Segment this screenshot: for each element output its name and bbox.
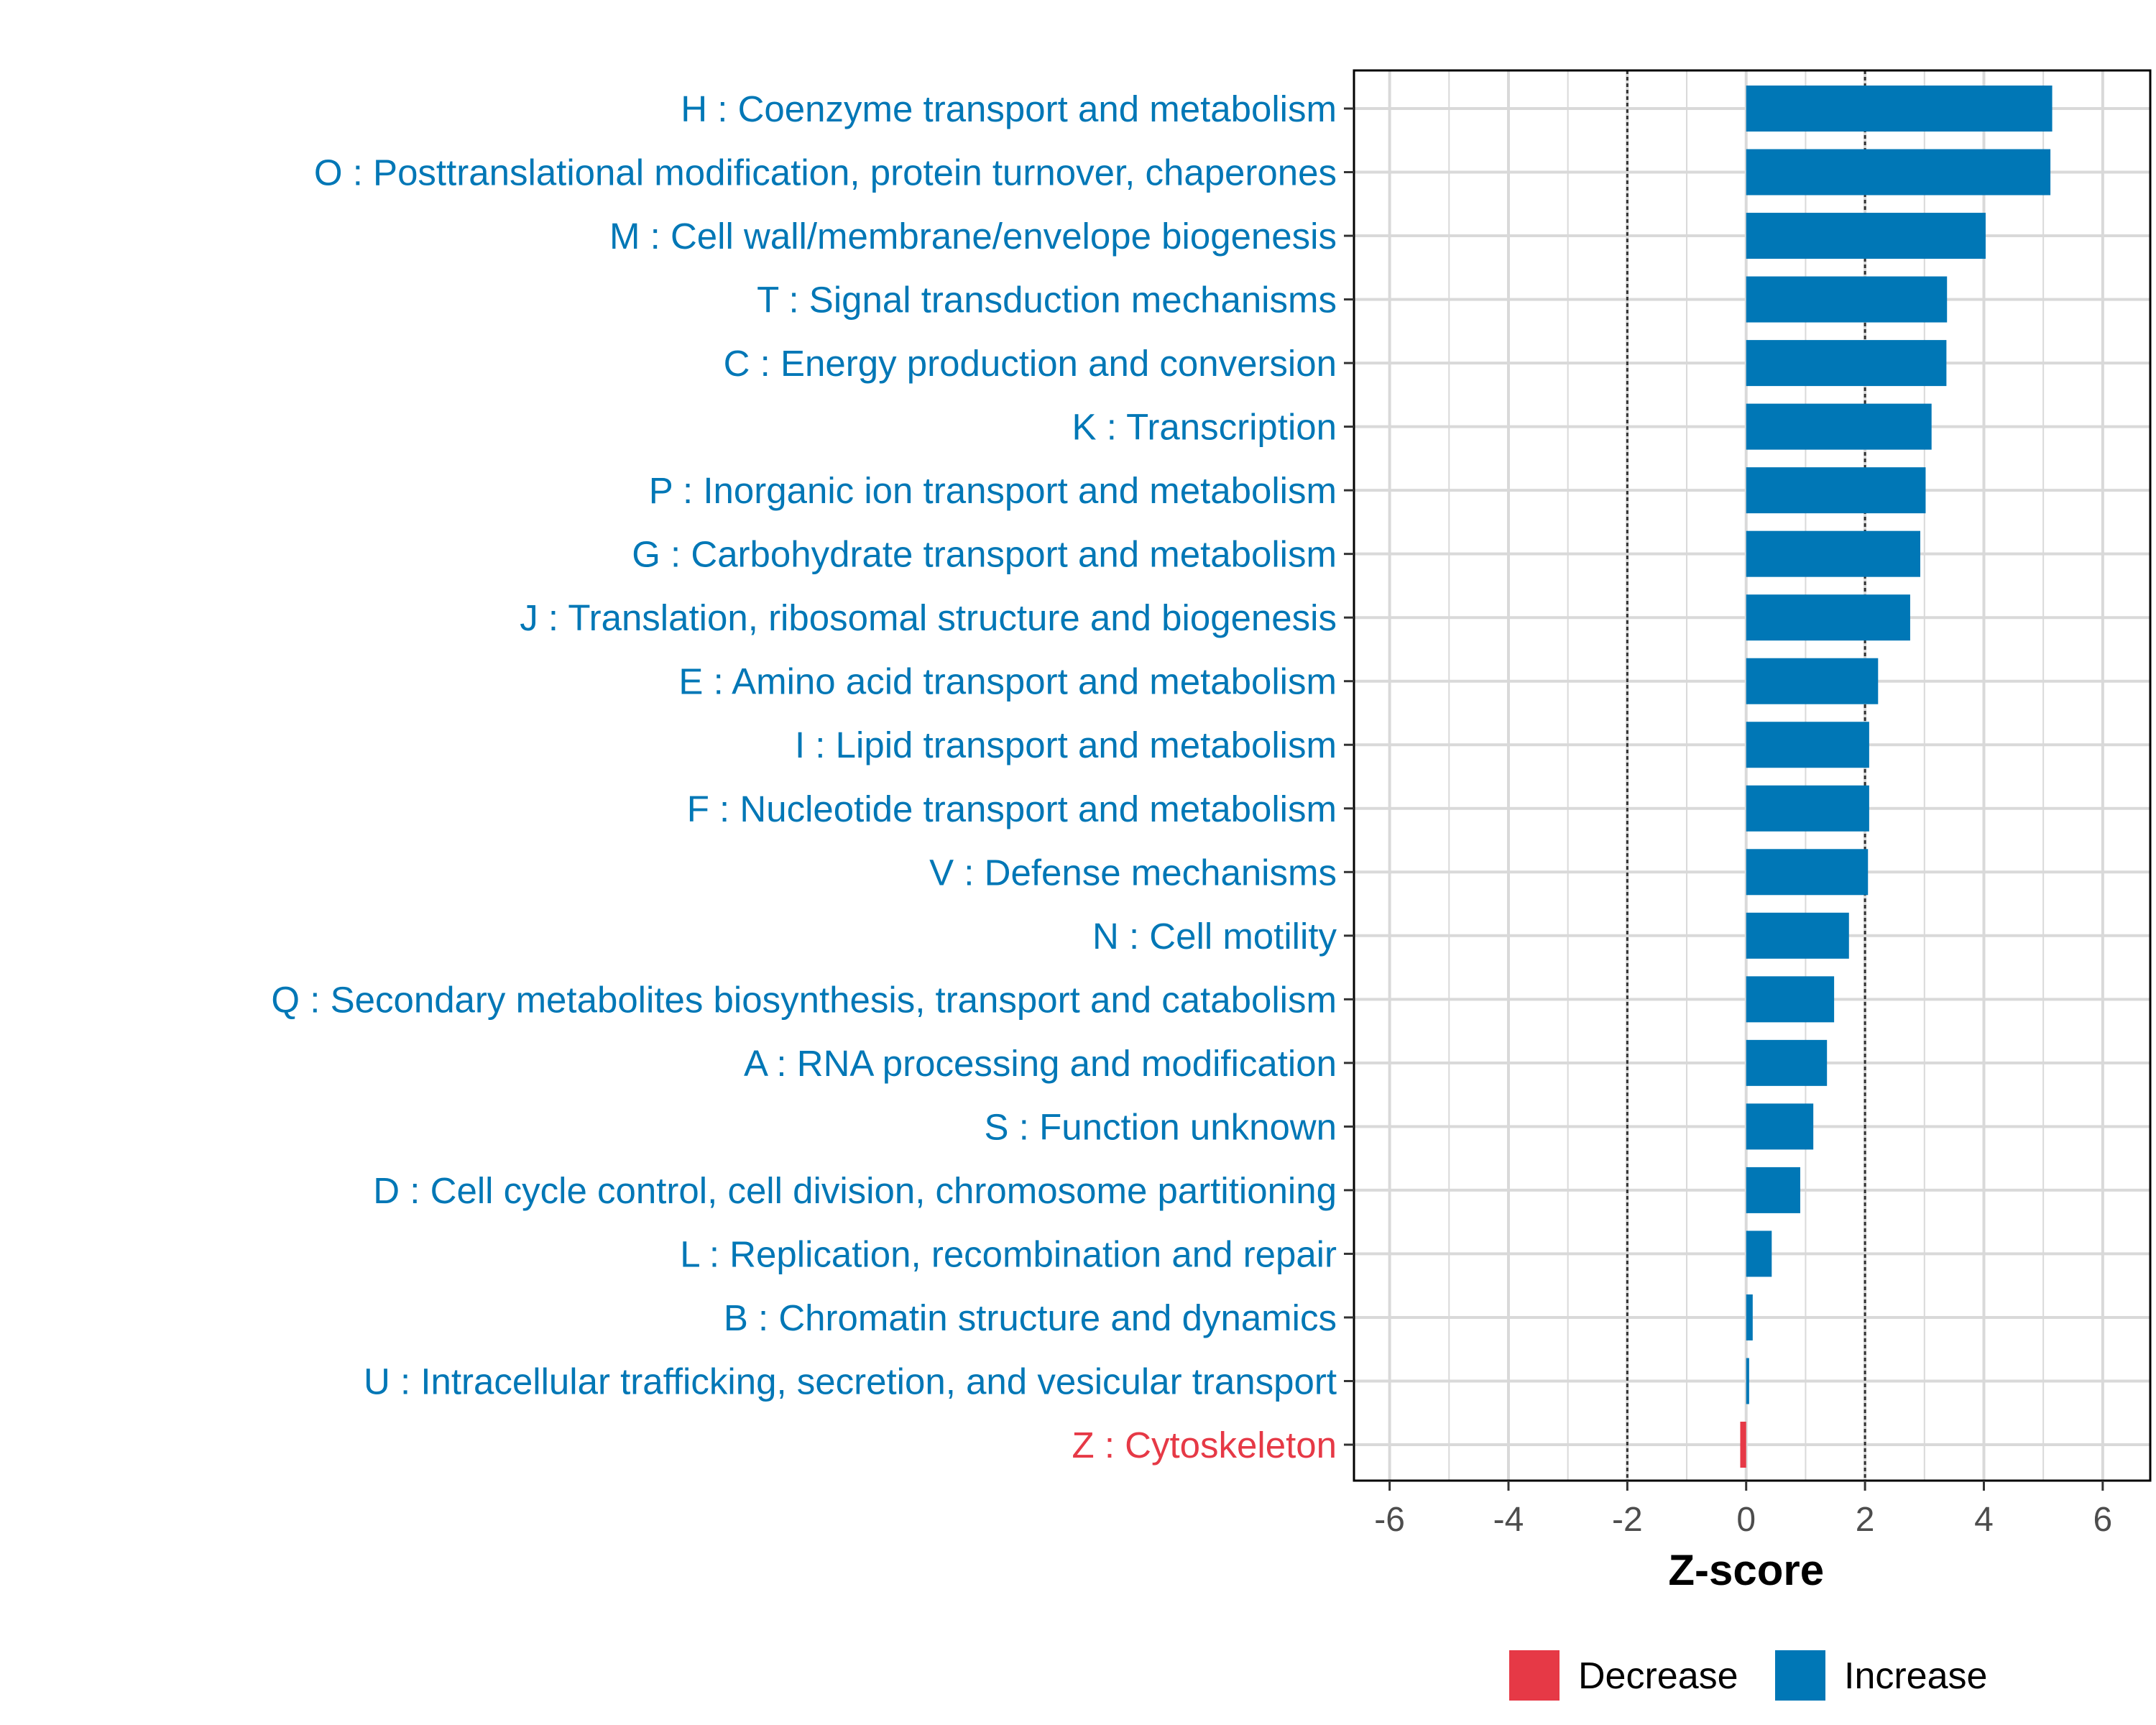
legend-label-decrease: Decrease	[1578, 1655, 1738, 1697]
category-label: Z : Cytoskeleton	[1072, 1425, 1337, 1466]
bar	[1746, 976, 1835, 1023]
category-label: P : Inorganic ion transport and metaboli…	[649, 470, 1337, 511]
bar	[1746, 1103, 1814, 1150]
bar	[1746, 213, 1986, 259]
bar	[1740, 1422, 1746, 1468]
x-tick-label: -6	[1374, 1501, 1405, 1539]
category-label: T : Signal transduction mechanisms	[757, 280, 1337, 321]
category-label: M : Cell wall/membrane/envelope biogenes…	[609, 216, 1337, 257]
bar	[1746, 594, 1910, 641]
x-tick-label: 2	[1856, 1501, 1875, 1539]
category-label: A : RNA processing and modification	[744, 1043, 1337, 1084]
bar	[1746, 722, 1869, 768]
x-tick-label: 4	[1974, 1501, 1994, 1539]
category-label: E : Amino acid transport and metabolism	[678, 661, 1337, 702]
x-tick-label: -4	[1493, 1501, 1524, 1539]
legend-swatch-decrease	[1509, 1650, 1560, 1701]
bar	[1746, 1294, 1753, 1340]
x-tick-label: -2	[1612, 1501, 1643, 1539]
bar	[1746, 467, 1926, 514]
bar	[1746, 86, 2053, 132]
bar	[1746, 530, 1921, 577]
bar	[1746, 1039, 1828, 1086]
category-label: C : Energy production and conversion	[724, 343, 1337, 384]
legend-swatch-increase	[1775, 1650, 1825, 1701]
bar	[1746, 276, 1948, 323]
bar	[1746, 149, 2051, 196]
x-tick-label: 6	[2093, 1501, 2112, 1539]
bars	[1740, 86, 2053, 1468]
category-label: H : Coenzyme transport and metabolism	[681, 88, 1337, 129]
category-label: Q : Secondary metabolites biosynthesis, …	[271, 979, 1337, 1020]
x-axis-ticks	[1388, 1481, 2104, 1491]
category-label: D : Cell cycle control, cell division, c…	[373, 1170, 1337, 1211]
category-label: N : Cell motility	[1092, 916, 1337, 957]
legend: Decrease Increase	[1509, 1650, 1987, 1701]
y-axis-labels: H : Coenzyme transport and metabolism O :…	[271, 88, 1337, 1466]
plot-panel-border	[1353, 69, 2152, 1482]
category-label: O : Posttranslational modification, prot…	[314, 152, 1337, 193]
x-axis-title: Z-score	[1668, 1546, 1824, 1594]
category-label: J : Translation, ribosomal structure and…	[520, 597, 1337, 638]
bar	[1746, 785, 1869, 832]
bar	[1746, 340, 1947, 387]
category-label: V : Defense mechanisms	[929, 852, 1337, 893]
bar	[1746, 1230, 1772, 1277]
category-label: S : Function unknown	[985, 1106, 1337, 1147]
bar	[1746, 403, 1932, 450]
bar	[1746, 912, 1849, 959]
y-axis-ticks	[1344, 107, 1354, 1446]
bar	[1746, 658, 1879, 704]
category-label: I : Lipid transport and metabolism	[795, 724, 1337, 765]
x-tick-label: 0	[1736, 1501, 1756, 1539]
x-axis-tick-labels: -6 -4 -2 0 2 4 6	[1374, 1501, 2112, 1539]
bar	[1746, 849, 1869, 896]
bar	[1746, 1167, 1800, 1213]
bar	[1746, 1358, 1749, 1404]
category-label: F : Nucleotide transport and metabolism	[687, 788, 1337, 829]
category-label: L : Replication, recombination and repai…	[680, 1233, 1337, 1274]
legend-label-increase: Increase	[1844, 1655, 1987, 1697]
category-label: G : Carbohydrate transport and metabolis…	[632, 534, 1337, 575]
category-label: K : Transcription	[1072, 407, 1337, 448]
category-label: U : Intracellular trafficking, secretion…	[364, 1361, 1337, 1402]
category-label: B : Chromatin structure and dynamics	[724, 1297, 1337, 1338]
